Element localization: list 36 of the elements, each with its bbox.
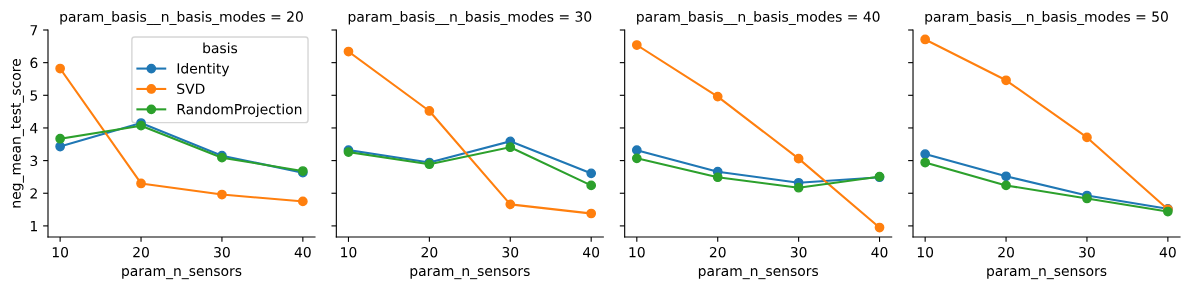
- x-tick-label: 30: [502, 246, 519, 258]
- x-axis-title: param_n_sensors: [122, 268, 242, 280]
- x-axis-title: param_n_sensors: [410, 268, 530, 280]
- legend-label: SVD: [177, 83, 205, 95]
- y-tick-label: 4: [30, 123, 38, 134]
- x-tick-label: 10: [917, 246, 934, 258]
- x-tick-label: 40: [294, 246, 311, 258]
- chart-title: param_basis__n_basis_modes = 30: [348, 11, 592, 25]
- x-tick-label: 10: [341, 246, 357, 258]
- x-tick-label: 40: [1159, 246, 1176, 258]
- x-tick-label: 30: [1079, 246, 1095, 258]
- chart-title: param_basis__n_basis_modes = 40: [637, 11, 880, 25]
- legend-label: RandomProjection: [177, 103, 302, 118]
- legend-label: Identity: [177, 62, 230, 77]
- chart-title: param_basis__n_basis_modes = 20: [60, 11, 303, 25]
- y-tick-label: 2: [30, 188, 37, 199]
- y-axis-title: neg_mean_test_score: [10, 59, 24, 208]
- y-tick-label: 7: [30, 25, 38, 36]
- x-tick-label: 30: [214, 246, 230, 258]
- y-tick-label: 3: [30, 155, 38, 167]
- x-axis-title: param_n_sensors: [987, 268, 1107, 280]
- y-tick-label: 1: [30, 221, 37, 232]
- x-tick-label: 20: [133, 246, 149, 258]
- x-tick-label: 20: [421, 246, 438, 258]
- x-tick-label: 40: [871, 246, 888, 258]
- x-tick-label: 10: [629, 246, 645, 258]
- x-tick-label: 20: [709, 246, 726, 258]
- chart-title: param_basis__n_basis_modes = 50: [925, 11, 1168, 25]
- x-tick-label: 10: [52, 246, 69, 258]
- legend-title: basis: [203, 42, 238, 54]
- x-tick-label: 20: [998, 246, 1014, 258]
- x-tick-label: 40: [583, 246, 600, 258]
- x-tick-label: 30: [790, 246, 807, 258]
- y-tick-label: 5: [30, 90, 38, 101]
- x-axis-title: param_n_sensors: [698, 268, 819, 280]
- y-tick-label: 6: [30, 57, 38, 69]
